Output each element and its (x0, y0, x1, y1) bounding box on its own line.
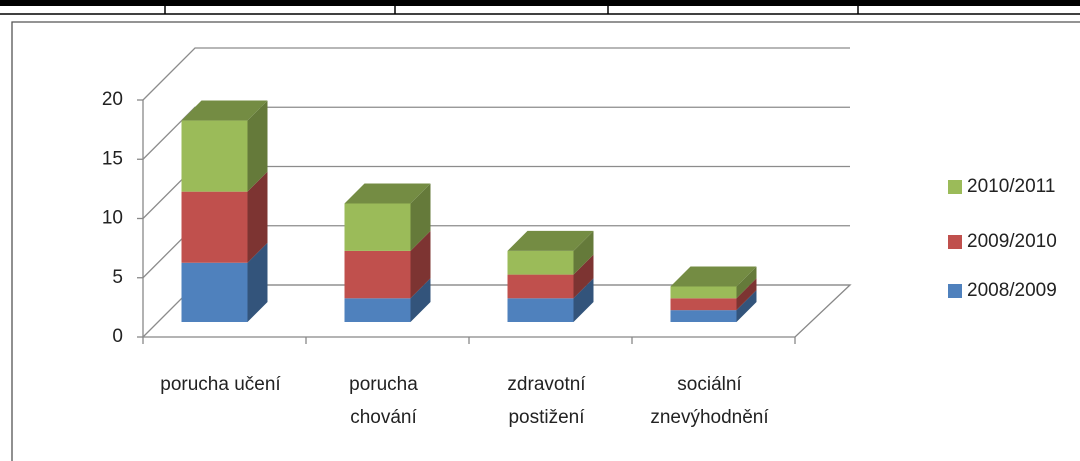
bar-segment (670, 310, 737, 322)
bar-side (247, 171, 268, 263)
bar-segment (344, 250, 411, 299)
x-tick-label: zdravotní (507, 374, 586, 395)
legend-swatch (948, 180, 962, 194)
y-tick-label: 0 (112, 326, 123, 347)
x-tick-label: znevýhodnění (650, 407, 769, 428)
legend-label: 2008/2009 (967, 280, 1057, 301)
bar-segment (344, 298, 411, 322)
bar-top (507, 230, 594, 251)
y-tick-label: 10 (102, 208, 123, 229)
legend-swatch (948, 235, 962, 249)
bar-segment (344, 203, 411, 251)
top-border (0, 0, 1080, 6)
y-tick-label: 20 (102, 89, 123, 110)
bar-side (736, 278, 757, 311)
x-tick-label: porucha učení (160, 374, 281, 395)
bar-side (247, 242, 268, 322)
table-separators (164, 0, 859, 14)
bar-side (573, 230, 594, 275)
bar-side (736, 290, 757, 322)
bar-segment (181, 191, 248, 263)
grid-line (142, 47, 850, 101)
y-tick-label: 15 (102, 148, 123, 169)
bar-segment (670, 298, 737, 311)
bar-side (410, 278, 431, 322)
x-tick-label: porucha (349, 374, 418, 395)
bar-top (181, 100, 268, 121)
x-tick-label: chování (350, 407, 417, 428)
bar-segment (181, 120, 248, 192)
x-tick-label: postižení (508, 407, 585, 428)
bar-segment (670, 286, 737, 299)
bar-side (410, 183, 431, 251)
bar-side (247, 100, 268, 192)
bar-segment (507, 298, 574, 322)
legend-label: 2010/2011 (967, 176, 1055, 197)
bar-side (410, 230, 431, 299)
x-tick-label: sociální (677, 374, 742, 395)
legend-swatch (948, 284, 962, 298)
bar-top (670, 266, 757, 287)
bar-side (573, 254, 594, 299)
bar-top (344, 183, 431, 204)
bar-side (573, 278, 594, 322)
bar-side (736, 266, 757, 299)
bar-segment (507, 250, 574, 275)
legend-label: 2009/2010 (967, 231, 1057, 252)
chart-frame (11, 21, 1080, 461)
bar-segment (181, 262, 248, 322)
bar-segment (507, 274, 574, 299)
y-tick-label: 5 (112, 267, 123, 288)
